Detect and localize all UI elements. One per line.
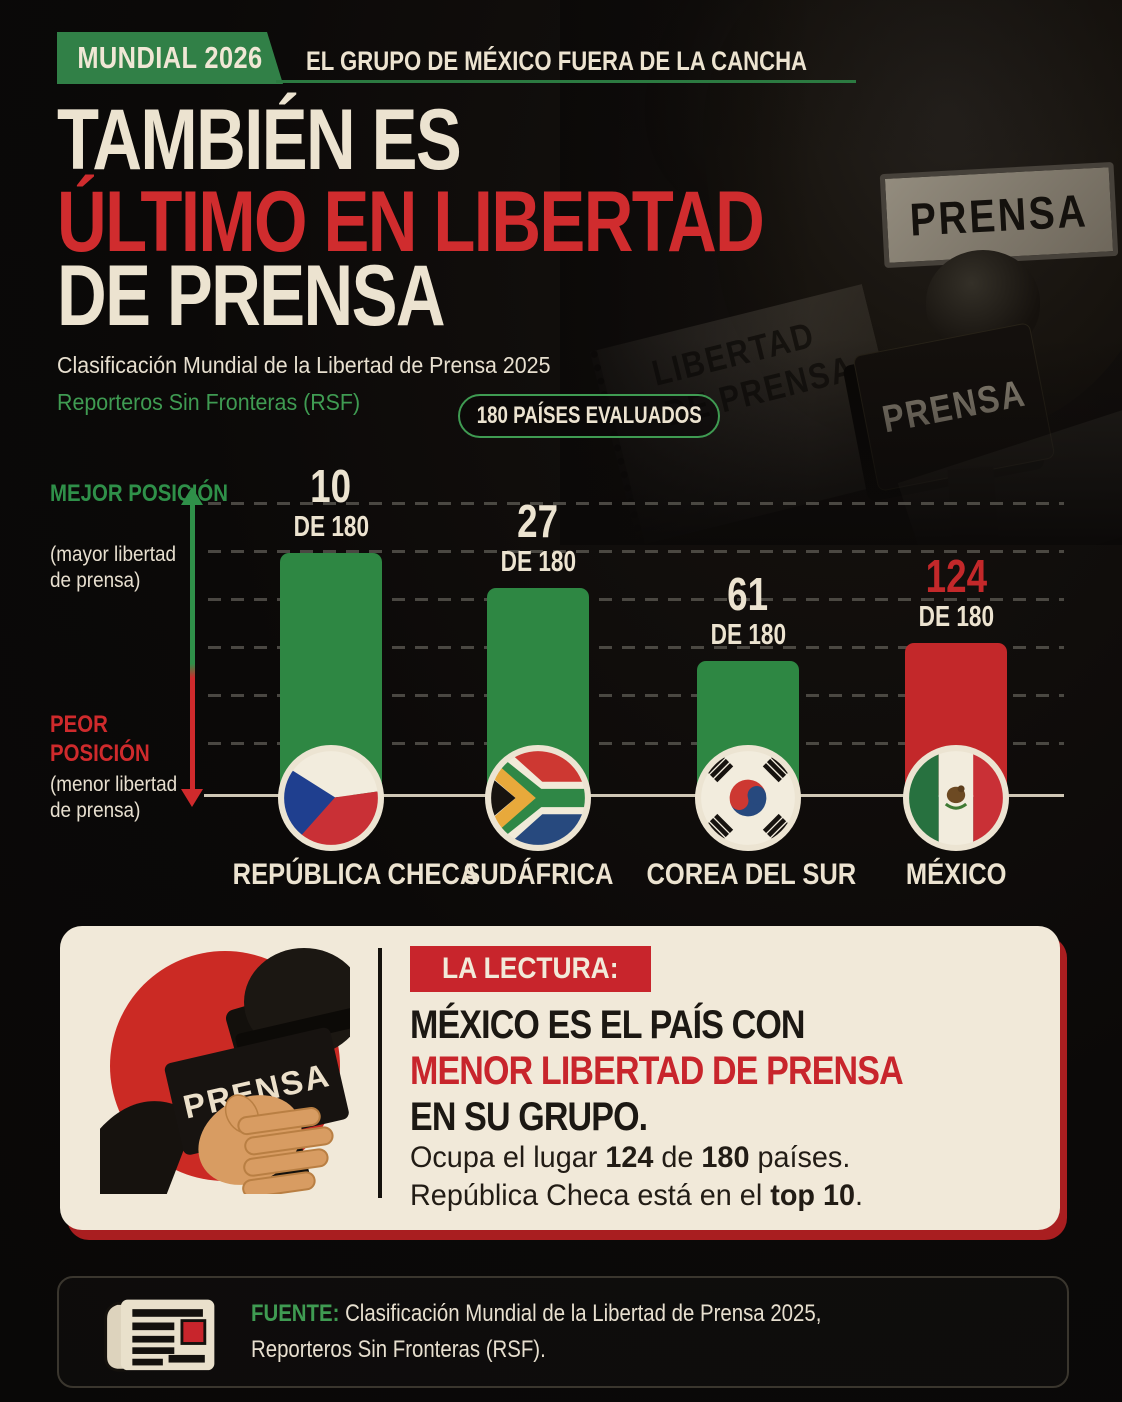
reading-heading-2: MENOR LIBERTAD DE PRENSA — [410, 1049, 904, 1093]
chart-baseline — [204, 794, 1064, 797]
bar-value-group: 27 DE 180 — [418, 498, 658, 578]
bar-column-mexico: 124 DE 180 MÉXICO — [903, 0, 1009, 1402]
source-attribution: Reporteros Sin Fronteras (RSF) — [57, 389, 361, 415]
bar-column-czech-republic: 10 DE 180 REPÚBLICA CHECA — [233, 0, 479, 1402]
reading-heading-3: EN SU GRUPO. — [410, 1095, 648, 1139]
bar-column-south-africa: 27 DE 180 SUDÁFRICA — [463, 0, 613, 1402]
bar-value-suffix: DE 180 — [500, 546, 576, 578]
kicker: EL GRUPO DE MÉXICO FUERA DE LA CANCHA — [306, 46, 808, 76]
axis-arrow-down — [181, 789, 203, 807]
flag-south-africa — [485, 745, 591, 851]
bar-column-south-korea: 61 DE 180 — [647, 0, 857, 1402]
gridline — [208, 646, 1064, 649]
page-title-line2: ÚLTIMO EN LIBERTAD — [57, 174, 765, 270]
flag-czech-republic — [278, 745, 384, 851]
bar-value: 27 — [517, 495, 559, 547]
newspaper-icon — [104, 1299, 215, 1372]
axis-note-best: (mayor libertad de prensa) — [50, 543, 177, 592]
country-label: COREA DEL SUR — [646, 858, 857, 891]
source-label: FUENTE: — [251, 1300, 340, 1327]
gridline — [208, 694, 1064, 697]
country-label: SUDÁFRICA — [462, 858, 614, 891]
bar-value-group: 10 DE 180 — [211, 463, 451, 543]
reading-heading-1: MÉXICO ES EL PAÍS CON — [410, 1003, 805, 1047]
sleeve — [100, 1101, 196, 1194]
bar-value: 10 — [310, 460, 352, 512]
bar-value: 124 — [925, 550, 987, 602]
axis-label-worst: PEOR POSICIÓN — [50, 711, 150, 767]
country-label: MÉXICO — [905, 858, 1007, 891]
footer-text: FUENTE: Clasificación Mundial de la Libe… — [251, 1300, 822, 1363]
axis-arrow-line — [190, 503, 195, 790]
bar-value-group: 61 DE 180 — [628, 571, 868, 651]
flag-mexico — [903, 745, 1009, 851]
reading-card: PRENSA LA LECTURA: MÉXICO ES EL PAÍS CON… — [60, 926, 1060, 1230]
reading-body-1: Ocupa el lugar 124 de 180 países. — [410, 1141, 851, 1174]
flag-south-korea — [695, 745, 801, 851]
hand — [198, 1094, 334, 1194]
gridline — [208, 550, 1064, 553]
bar-value-suffix: DE 180 — [918, 601, 994, 633]
gridline — [208, 742, 1064, 745]
axis-arrow-up — [181, 487, 203, 505]
edition-badge: MUNDIAL 2026 — [57, 32, 283, 84]
header-divider — [276, 80, 856, 83]
reading-body-2: República Checa está en el top 10. — [410, 1179, 864, 1212]
country-label: REPÚBLICA CHECA — [232, 858, 479, 891]
bar-value: 61 — [727, 568, 769, 620]
background-photo: LIBERTAD DE PRENSA PRENSA PRENSA — [560, 0, 1122, 545]
gridline — [208, 598, 1064, 601]
source-footer: FUENTE: Clasificación Mundial de la Libe… — [57, 1276, 1069, 1388]
countries-evaluated-pill: 180 PAÍSES EVALUADOS — [458, 394, 720, 438]
gridline — [208, 502, 1064, 505]
card-divider — [378, 948, 382, 1198]
bar-value-group: 124 DE 180 — [836, 553, 1076, 633]
page-title-line1: TAMBIÉN ES — [57, 92, 462, 188]
chart-subtitle: Clasificación Mundial de la Libertad de … — [57, 352, 551, 378]
bar-value-suffix: DE 180 — [293, 511, 369, 543]
press-microphone-illustration: PRENSA — [100, 948, 350, 1194]
axis-note-worst: (menor libertad de prensa) — [50, 773, 178, 822]
reading-badge: LA LECTURA: — [410, 946, 651, 992]
axis-label-best: MEJOR POSICIÓN — [50, 480, 228, 507]
page-title-line3: DE PRENSA — [57, 248, 446, 344]
bar-value-suffix: DE 180 — [710, 619, 786, 651]
